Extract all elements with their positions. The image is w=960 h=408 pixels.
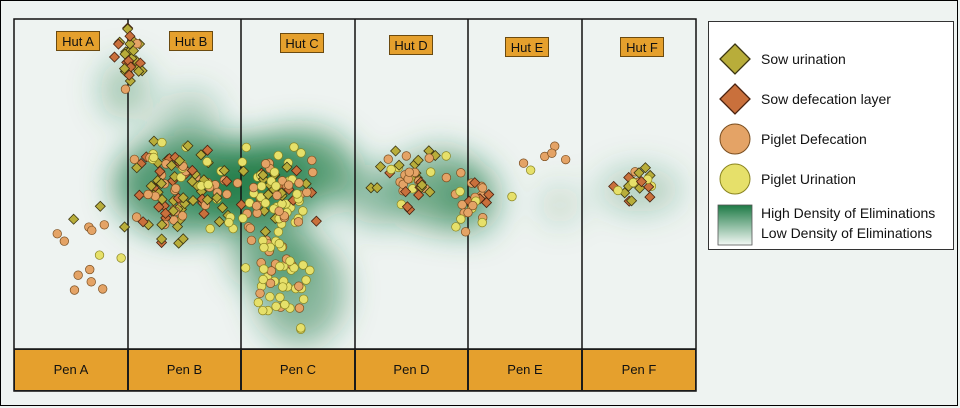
pen-label-e: Pen E bbox=[468, 349, 582, 391]
diamond-icon bbox=[719, 83, 751, 115]
legend-label-piglet-urination: Piglet Urination bbox=[761, 171, 856, 187]
pen-label-c: Pen C bbox=[241, 349, 355, 391]
hut-label-b: Hut B bbox=[169, 31, 213, 51]
pen-label-d: Pen D bbox=[355, 349, 468, 391]
pen-walls bbox=[13, 18, 697, 392]
circle-icon bbox=[719, 123, 751, 155]
legend-label-piglet-defecation: Piglet Defecation bbox=[761, 131, 867, 147]
legend-item-piglet-urination: Piglet Urination bbox=[717, 162, 953, 196]
legend-label-sow-urination: Sow urination bbox=[761, 51, 846, 67]
legend-label-sow-defecation: Sow defecation layer bbox=[761, 91, 891, 107]
pen-label-b: Pen B bbox=[128, 349, 241, 391]
legend: Sow urination Sow defecation layer Pigle… bbox=[708, 21, 954, 250]
hut-label-e: Hut E bbox=[505, 37, 549, 57]
legend-item-sow-defecation: Sow defecation layer bbox=[717, 82, 953, 116]
diamond-icon bbox=[719, 43, 751, 75]
density-gradient-swatch bbox=[717, 204, 753, 246]
legend-label-low-density: Low Density of Eliminations bbox=[761, 225, 933, 241]
legend-item-sow-urination: Sow urination bbox=[717, 42, 953, 76]
legend-item-density: High Density of Eliminations Low Density… bbox=[717, 204, 953, 246]
pen-label-f: Pen F bbox=[582, 349, 696, 391]
elimination-points bbox=[52, 22, 657, 334]
circle-icon bbox=[719, 163, 751, 195]
pen-label-a: Pen A bbox=[14, 349, 128, 391]
legend-item-piglet-defecation: Piglet Defecation bbox=[717, 122, 953, 156]
legend-label-high-density: High Density of Eliminations bbox=[761, 205, 936, 221]
hut-label-a: Hut A bbox=[56, 31, 100, 51]
hut-label-f: Hut F bbox=[620, 37, 664, 57]
hut-label-c: Hut C bbox=[280, 33, 324, 53]
hut-label-d: Hut D bbox=[389, 35, 433, 55]
